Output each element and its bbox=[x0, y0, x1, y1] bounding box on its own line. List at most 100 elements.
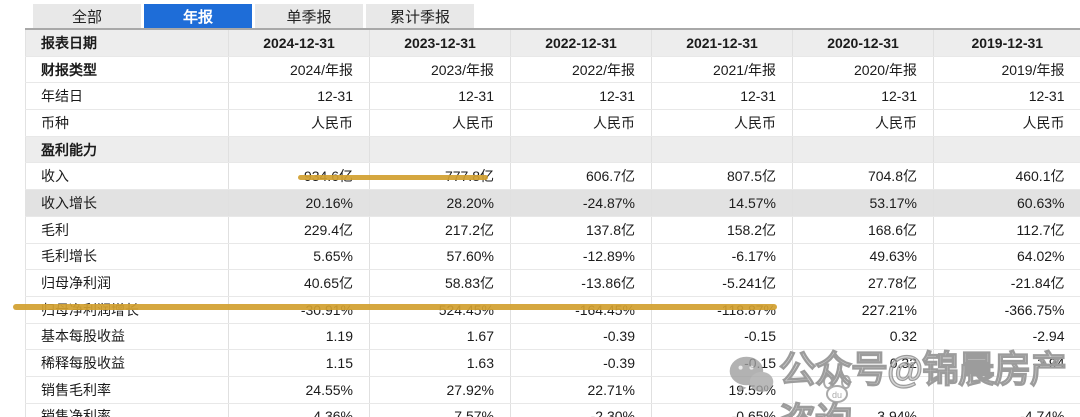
table-row: 财报类型 2024/年报 2023/年报 2022/年报 2021/年报 2020/年报 2… bbox=[25, 56, 1080, 84]
row-label-cell: 币种 bbox=[25, 109, 229, 137]
table-row: 毛利 229.4亿 217.2亿 137.8亿 158.2亿 168.6亿 112.7亿 bbox=[25, 216, 1080, 244]
row-label-cell: 销售毛利率 bbox=[25, 376, 229, 404]
value-cell: 0.32 bbox=[792, 349, 934, 377]
report-date-header-cell: 报表日期 bbox=[25, 29, 229, 57]
value-cell: 1.63 bbox=[369, 349, 511, 377]
value-cell: 807.5亿 bbox=[651, 162, 793, 191]
value-cell: 40.65亿 bbox=[228, 269, 370, 297]
value-cell: 2024/年报 bbox=[228, 56, 370, 84]
revenue-underline-annotation bbox=[298, 175, 488, 180]
table-body: 报表日期 2024-12-31 2023-12-31 2022-12-31 2021-1… bbox=[25, 29, 1080, 417]
value-cell: 2022/年报 bbox=[510, 56, 652, 84]
table-row: 基本每股收益 1.19 1.67 -0.39 -0.15 0.32 -2.94 bbox=[25, 323, 1080, 351]
value-cell: 27.78亿 bbox=[792, 269, 934, 297]
row-label-cell: 稀释每股收益 bbox=[25, 349, 229, 377]
value-cell bbox=[792, 376, 934, 404]
value-cell: 158.2亿 bbox=[651, 216, 793, 244]
row-label-cell: 盈利能力 bbox=[25, 136, 229, 164]
value-cell bbox=[933, 376, 1080, 404]
value-cell: 1.15 bbox=[228, 349, 370, 377]
value-cell: 人民币 bbox=[228, 109, 370, 137]
financial-table: 报表日期 2024-12-31 2023-12-31 2022-12-31 2021-1… bbox=[25, 28, 1080, 417]
value-cell: 22.71% bbox=[510, 376, 652, 404]
row-label-cell: 收入增长 bbox=[25, 189, 229, 217]
date-header-cell: 2019-12-31 bbox=[933, 29, 1080, 57]
value-cell: 人民币 bbox=[792, 109, 934, 137]
tab-cumulative-quarter[interactable]: 累计季报 bbox=[366, 4, 474, 28]
profit-growth-underline-annotation bbox=[13, 304, 777, 310]
value-cell: -0.65% bbox=[651, 403, 793, 417]
table-row: 归母净利润 40.65亿 58.83亿 -13.86亿 -5.241亿 27.78亿 -21… bbox=[25, 269, 1080, 297]
value-cell: 27.92% bbox=[369, 376, 511, 404]
value-cell: -4.74% bbox=[933, 403, 1080, 417]
value-cell: 人民币 bbox=[933, 109, 1080, 137]
value-cell: 58.83亿 bbox=[369, 269, 511, 297]
value-cell: 4.36% bbox=[228, 403, 370, 417]
value-cell bbox=[651, 136, 793, 164]
value-cell: 12-31 bbox=[510, 82, 652, 111]
value-cell: -0.15 bbox=[651, 349, 793, 377]
value-cell: 12-31 bbox=[933, 82, 1080, 111]
value-cell: 53.17% bbox=[792, 189, 934, 217]
row-label-cell: 基本每股收益 bbox=[25, 323, 229, 351]
table-row: 稀释每股收益 1.15 1.63 -0.39 -0.15 0.32 -2.94 bbox=[25, 349, 1080, 377]
value-cell: 2020/年报 bbox=[792, 56, 934, 84]
value-cell: 0.32 bbox=[792, 323, 934, 351]
table-row: 盈利能力 bbox=[25, 136, 1080, 164]
value-cell bbox=[510, 136, 652, 164]
value-cell: -12.89% bbox=[510, 243, 652, 271]
value-cell: 12-31 bbox=[369, 82, 511, 111]
value-cell: -5.241亿 bbox=[651, 269, 793, 297]
value-cell: -6.17% bbox=[651, 243, 793, 271]
row-label-cell: 财报类型 bbox=[25, 56, 229, 84]
value-cell: 2021/年报 bbox=[651, 56, 793, 84]
value-cell: -0.15 bbox=[651, 323, 793, 351]
value-cell bbox=[792, 136, 934, 164]
value-cell: 19.59% bbox=[651, 376, 793, 404]
value-cell: 人民币 bbox=[510, 109, 652, 137]
date-header-cell: 2023-12-31 bbox=[369, 29, 511, 57]
value-cell: 3.94% bbox=[792, 403, 934, 417]
row-label-cell: 毛利 bbox=[25, 216, 229, 244]
value-cell: 229.4亿 bbox=[228, 216, 370, 244]
value-cell: 606.7亿 bbox=[510, 162, 652, 191]
tab-all[interactable]: 全部 bbox=[33, 4, 141, 28]
value-cell: 28.20% bbox=[369, 189, 511, 217]
tab-single-quarter[interactable]: 单季报 bbox=[255, 4, 363, 28]
value-cell: 57.60% bbox=[369, 243, 511, 271]
value-cell: 2019/年报 bbox=[933, 56, 1080, 84]
table-header-row: 报表日期 2024-12-31 2023-12-31 2022-12-31 2021-1… bbox=[25, 29, 1080, 57]
value-cell: -0.39 bbox=[510, 349, 652, 377]
table-row: 币种 人民币 人民币 人民币 人民币 人民币 人民币 bbox=[25, 109, 1080, 137]
value-cell: 12-31 bbox=[792, 82, 934, 111]
value-cell: -2.94 bbox=[933, 349, 1080, 377]
value-cell: 12-31 bbox=[228, 82, 370, 111]
table-row: 年结日 12-31 12-31 12-31 12-31 12-31 12-31 bbox=[25, 82, 1080, 111]
value-cell: 人民币 bbox=[651, 109, 793, 137]
row-label-cell: 年结日 bbox=[25, 82, 229, 111]
value-cell: 20.16% bbox=[228, 189, 370, 217]
value-cell: -0.39 bbox=[510, 323, 652, 351]
value-cell: 227.21% bbox=[792, 296, 934, 324]
date-header-cell: 2024-12-31 bbox=[228, 29, 370, 57]
value-cell: 60.63% bbox=[933, 189, 1080, 217]
value-cell: 人民币 bbox=[369, 109, 511, 137]
row-label-cell: 销售净利率 bbox=[25, 403, 229, 417]
value-cell: 112.7亿 bbox=[933, 216, 1080, 244]
row-label-cell: 归母净利润 bbox=[25, 269, 229, 297]
value-cell bbox=[228, 136, 370, 164]
table-row: 销售净利率 4.36% 7.57% -2.30% -0.65% 3.94% -4.74% bbox=[25, 403, 1080, 417]
date-header-cell: 2020-12-31 bbox=[792, 29, 934, 57]
value-cell: 49.63% bbox=[792, 243, 934, 271]
value-cell: 7.57% bbox=[369, 403, 511, 417]
value-cell: -2.94 bbox=[933, 323, 1080, 351]
value-cell: 704.8亿 bbox=[792, 162, 934, 191]
value-cell: 460.1亿 bbox=[933, 162, 1080, 191]
value-cell: 12-31 bbox=[651, 82, 793, 111]
value-cell: -13.86亿 bbox=[510, 269, 652, 297]
tab-annual[interactable]: 年报 bbox=[144, 4, 252, 28]
value-cell bbox=[933, 136, 1080, 164]
table-row: 销售毛利率 24.55% 27.92% 22.71% 19.59% bbox=[25, 376, 1080, 404]
